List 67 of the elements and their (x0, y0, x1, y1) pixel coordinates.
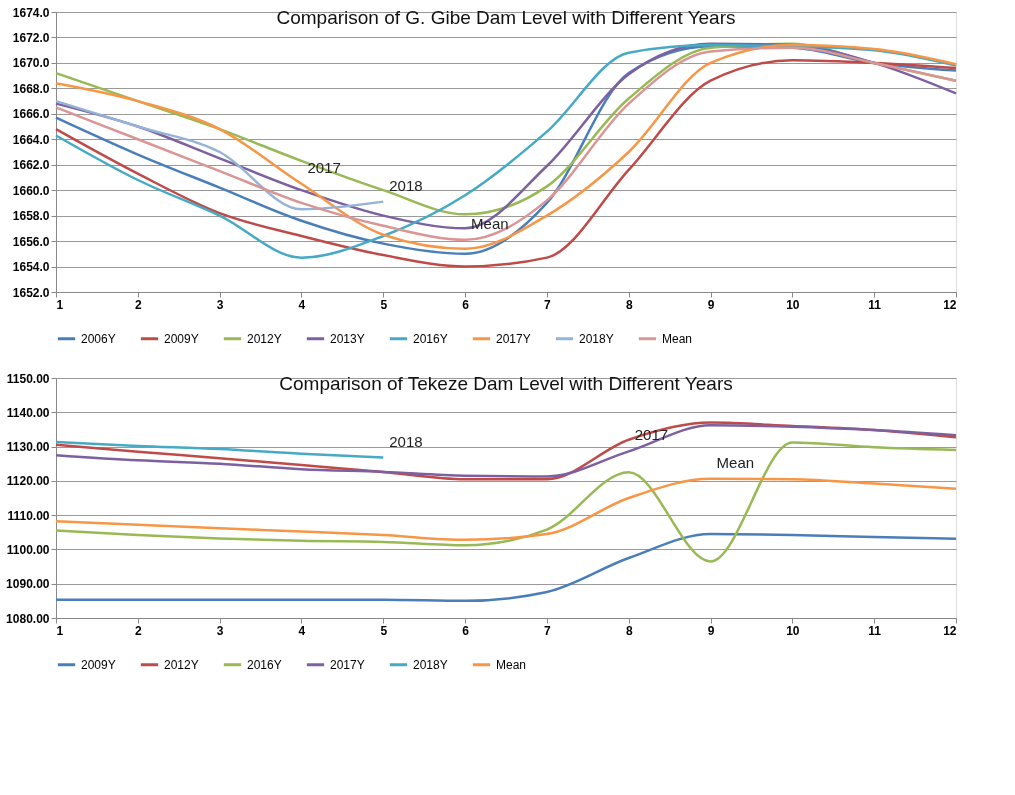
y-tick-label: 1670.0 (12, 56, 50, 71)
x-tick-label: 9 (707, 623, 715, 638)
x-tick-label: 4 (298, 623, 306, 638)
x-tick-label: 3 (216, 623, 224, 638)
x-tick-label: 11 (868, 297, 882, 312)
x-tick-label: 6 (462, 297, 470, 312)
y-tick-label: 1666.0 (12, 107, 50, 122)
y-tick-label: 1674.0 (12, 5, 50, 20)
legend-label: Mean (496, 657, 527, 672)
legend-label: 2012Y (247, 331, 282, 346)
x-tick-label: 5 (380, 623, 388, 638)
x-tick-label: 4 (298, 297, 306, 312)
x-tick-label: 3 (216, 297, 224, 312)
x-tick-label: 10 (786, 297, 800, 312)
legend-label: 2017Y (496, 331, 531, 346)
line-series (54, 532, 958, 603)
legend-label: 2018Y (413, 657, 448, 672)
x-tick-label: 9 (707, 297, 715, 312)
x-tick-label: 6 (462, 623, 470, 638)
x-tick-label: 2 (134, 623, 142, 638)
chart-title: Comparison of G. Gibe Dam Level with Different Years (276, 7, 736, 28)
y-tick-label: 1100.00 (6, 542, 50, 557)
y-tick-label: 1140.00 (6, 405, 50, 420)
y-tick-label: 1660.0 (12, 183, 50, 198)
x-tick-label: 1 (56, 623, 64, 638)
y-tick-label: 1652.0 (12, 285, 50, 300)
line-series (54, 99, 385, 211)
y-tick-label: 1654.0 (12, 260, 50, 275)
annotation: 2018 (389, 432, 423, 450)
chart-title: Comparison of Tekeze Dam Level with Different Years (279, 373, 733, 394)
legend-label: 2016Y (247, 657, 282, 672)
legend-label: 2018Y (579, 331, 614, 346)
y-tick-label: 1672.0 (12, 30, 50, 45)
x-tick-label: 10 (786, 623, 800, 638)
legend-label: 2017Y (330, 657, 365, 672)
x-tick-label: 5 (380, 297, 388, 312)
legend-label: 2009Y (81, 657, 116, 672)
y-tick-label: 1668.0 (12, 81, 50, 96)
y-tick-label: 1150.00 (6, 371, 50, 386)
legend-label: 2016Y (413, 331, 448, 346)
annotation: Mean (716, 453, 755, 471)
x-tick-label: 8 (625, 297, 633, 312)
y-tick-label: 1110.00 (7, 508, 50, 523)
x-tick-label: 12 (943, 623, 957, 638)
y-tick-label: 1080.00 (6, 611, 50, 626)
legend-label: 2009Y (164, 331, 199, 346)
x-tick-label: 11 (868, 623, 882, 638)
annotation: 2018 (389, 176, 423, 194)
x-tick-label: 2 (134, 297, 142, 312)
x-tick-label: 7 (544, 623, 552, 638)
line-series (54, 440, 385, 459)
y-tick-label: 1120.00 (6, 474, 50, 489)
y-tick-label: 1664.0 (12, 132, 50, 147)
legend-label: 2012Y (164, 657, 199, 672)
line-series (54, 477, 958, 542)
legend-label: 2006Y (81, 331, 116, 346)
legend-label: Mean (662, 331, 693, 346)
x-tick-label: 8 (625, 623, 633, 638)
y-tick-label: 1658.0 (12, 209, 50, 224)
x-tick-label: 7 (544, 297, 552, 312)
y-tick-label: 1662.0 (12, 158, 50, 173)
legend-label: 2013Y (330, 331, 365, 346)
x-tick-label: 1 (56, 297, 64, 312)
x-tick-label: 12 (943, 297, 957, 312)
y-tick-label: 1090.00 (6, 577, 50, 592)
y-tick-label: 1130.00 (6, 440, 50, 455)
y-tick-label: 1656.0 (12, 234, 50, 249)
